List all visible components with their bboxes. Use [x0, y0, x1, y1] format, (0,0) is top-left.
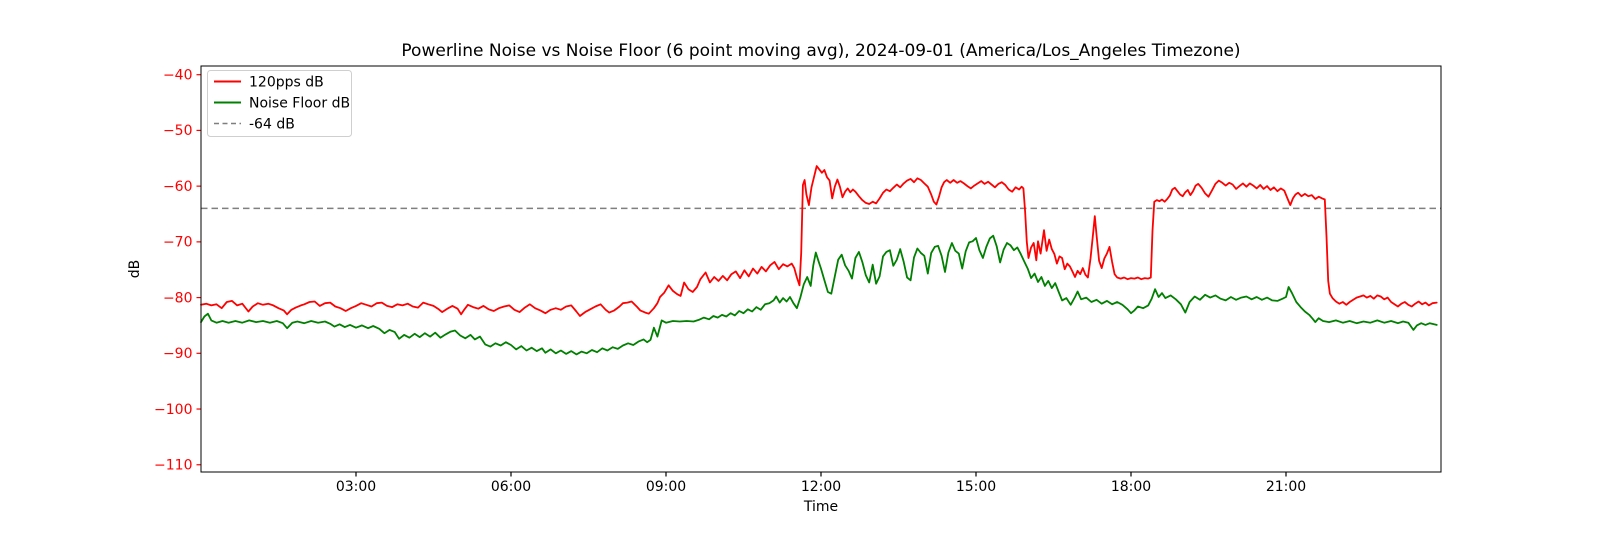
- legend-item-label: -64 dB: [249, 117, 295, 133]
- x-tick-label: 06:00: [491, 479, 531, 495]
- y-tick-label: −40: [163, 67, 193, 83]
- series-noise-floor-line: [200, 234, 1438, 356]
- legend-item-120pps: 120pps dB: [214, 75, 324, 91]
- x-tick-label: 03:00: [336, 479, 376, 495]
- chart-title: Powerline Noise vs Noise Floor (6 point …: [401, 41, 1240, 61]
- x-tick-label: 15:00: [956, 479, 996, 495]
- y-axis-ticks: −40 −50 −60 −70 −80 −90 −100 −110: [154, 67, 201, 474]
- y-tick-label: −50: [163, 123, 193, 139]
- legend: 120pps dB Noise Floor dB -64 dB: [207, 70, 352, 137]
- legend-item-label: 120pps dB: [249, 75, 324, 91]
- y-tick-label: −80: [163, 290, 193, 306]
- legend-box: [207, 70, 352, 137]
- y-tick-label: −70: [163, 235, 193, 251]
- legend-item-label: Noise Floor dB: [249, 96, 350, 112]
- legend-item-noise-floor: Noise Floor dB: [214, 96, 350, 112]
- y-tick-label: −100: [154, 402, 192, 418]
- legend-item-threshold: -64 dB: [214, 117, 295, 133]
- x-tick-label: 09:00: [646, 479, 686, 495]
- y-tick-label: −60: [163, 179, 193, 195]
- series-lines-group: [200, 165, 1438, 356]
- x-tick-label: 21:00: [1266, 479, 1306, 495]
- y-tick-label: −110: [154, 458, 192, 474]
- plot-frame: [200, 65, 1442, 473]
- y-axis-label: dB: [127, 260, 143, 279]
- x-tick-label: 12:00: [801, 479, 841, 495]
- x-tick-label: 18:00: [1111, 479, 1151, 495]
- y-tick-label: −90: [163, 346, 193, 362]
- x-axis-label: Time: [803, 499, 838, 515]
- series-120pps-line: [200, 165, 1438, 317]
- x-axis-ticks: 03:00 06:00 09:00 12:00 15:00 18:00 21:00: [336, 472, 1306, 495]
